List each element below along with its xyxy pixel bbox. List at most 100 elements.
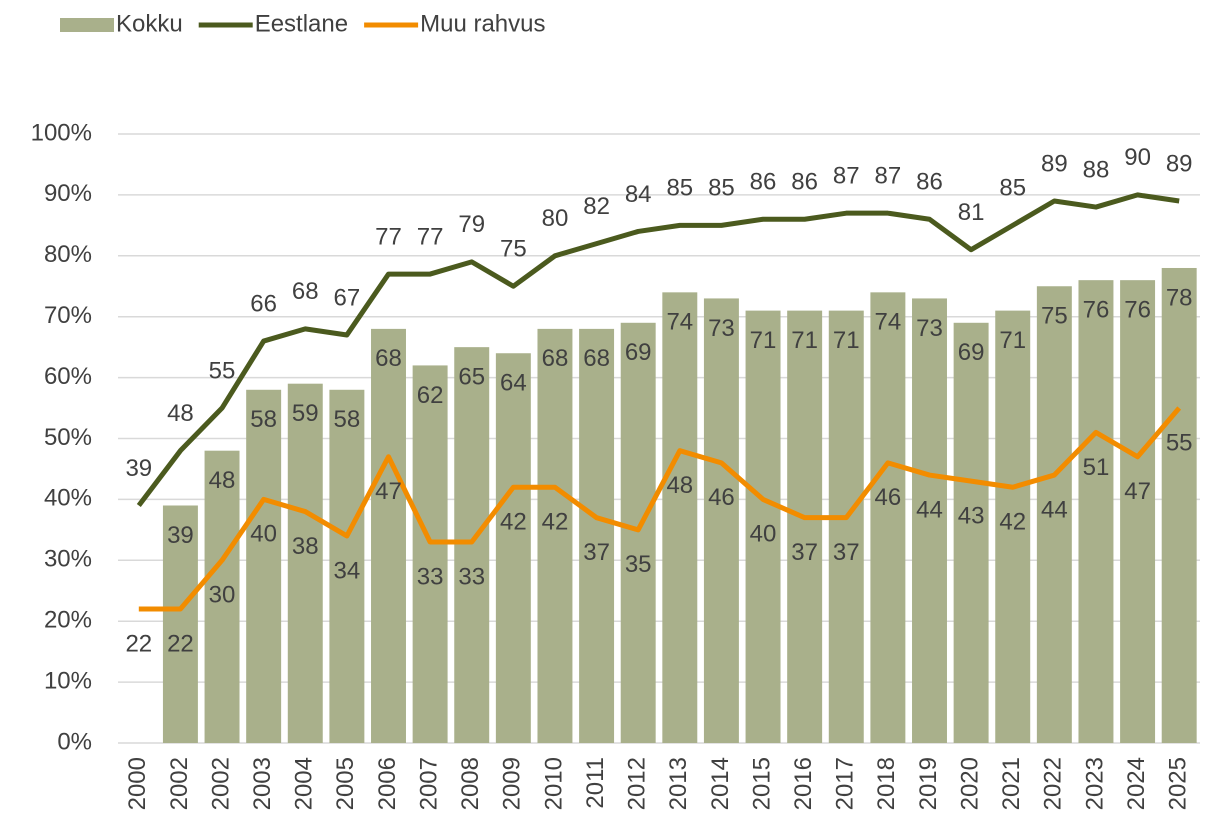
y-tick-label: 0% bbox=[57, 728, 92, 755]
x-tick-label: 2011 bbox=[582, 757, 609, 809]
x-tick-label: 2012 bbox=[624, 757, 651, 810]
x-tick-label: 2017 bbox=[832, 757, 859, 810]
data-label: 81 bbox=[958, 199, 985, 226]
legend-label: Kokku bbox=[116, 10, 183, 37]
data-label: 86 bbox=[916, 169, 943, 196]
data-label: 44 bbox=[1041, 496, 1068, 523]
bar bbox=[1120, 280, 1156, 743]
data-label: 48 bbox=[167, 400, 194, 427]
bar bbox=[870, 292, 906, 743]
y-tick-label: 50% bbox=[44, 424, 92, 451]
x-tick-label: 2025 bbox=[1165, 757, 1192, 810]
data-label: 68 bbox=[542, 345, 569, 372]
data-label: 76 bbox=[1083, 297, 1110, 324]
bar bbox=[662, 292, 698, 743]
data-label: 73 bbox=[708, 315, 735, 342]
y-tick-label: 100% bbox=[31, 119, 92, 146]
data-label: 42 bbox=[542, 509, 569, 536]
data-label: 62 bbox=[417, 382, 444, 409]
x-tick-label: 2003 bbox=[249, 757, 276, 810]
data-label: 71 bbox=[833, 327, 860, 354]
x-tick-label: 2007 bbox=[415, 757, 442, 810]
data-label: 43 bbox=[958, 502, 985, 529]
data-label: 76 bbox=[1124, 297, 1151, 324]
data-label: 46 bbox=[708, 484, 735, 511]
data-label: 55 bbox=[1166, 429, 1193, 456]
data-label: 75 bbox=[500, 236, 527, 263]
legend-swatch bbox=[60, 18, 114, 32]
data-label: 68 bbox=[292, 278, 319, 305]
legend-label: Eestlane bbox=[255, 10, 348, 37]
data-label: 82 bbox=[583, 193, 610, 220]
data-label: 38 bbox=[292, 533, 319, 560]
bar bbox=[1036, 286, 1072, 743]
data-label: 71 bbox=[791, 327, 818, 354]
data-label: 86 bbox=[750, 169, 777, 196]
data-label: 71 bbox=[750, 327, 777, 354]
bar bbox=[953, 322, 989, 743]
data-label: 69 bbox=[958, 339, 985, 366]
bar bbox=[371, 328, 406, 743]
x-tick-label: 2004 bbox=[291, 757, 318, 810]
data-label: 42 bbox=[500, 509, 527, 536]
data-label: 64 bbox=[500, 370, 527, 397]
data-label: 84 bbox=[625, 181, 652, 208]
data-label: 58 bbox=[250, 406, 277, 433]
data-label: 37 bbox=[791, 539, 818, 566]
y-tick-label: 30% bbox=[44, 546, 92, 573]
data-label: 40 bbox=[250, 521, 277, 548]
x-tick-label: 2022 bbox=[1040, 757, 1067, 810]
data-label: 69 bbox=[625, 339, 652, 366]
data-label: 71 bbox=[999, 327, 1026, 354]
line bbox=[136, 192, 1180, 508]
bar bbox=[1161, 267, 1197, 743]
data-label: 74 bbox=[666, 309, 693, 336]
data-label: 22 bbox=[167, 630, 194, 657]
data-label: 33 bbox=[458, 563, 485, 590]
bar bbox=[579, 328, 615, 743]
data-label: 66 bbox=[250, 290, 277, 317]
bar bbox=[287, 383, 323, 743]
y-tick-label: 80% bbox=[44, 241, 92, 268]
data-label: 77 bbox=[375, 223, 402, 250]
bar bbox=[787, 310, 823, 743]
y-tick-label: 40% bbox=[44, 485, 92, 512]
data-label: 39 bbox=[125, 455, 152, 482]
data-label: 68 bbox=[583, 345, 610, 372]
bar bbox=[703, 298, 739, 743]
data-label: 37 bbox=[833, 539, 860, 566]
data-label: 77 bbox=[417, 223, 444, 250]
bar bbox=[620, 322, 656, 743]
bar bbox=[412, 365, 448, 743]
x-tick-label: 2018 bbox=[873, 757, 900, 810]
data-label: 40 bbox=[750, 521, 777, 548]
data-label: 47 bbox=[1124, 478, 1151, 505]
data-label: 87 bbox=[875, 163, 902, 190]
x-tick-label: 2000 bbox=[124, 757, 151, 810]
x-tick-label: 2010 bbox=[540, 757, 567, 810]
data-label: 73 bbox=[916, 315, 943, 342]
bar bbox=[995, 310, 1031, 743]
data-label: 86 bbox=[791, 169, 818, 196]
x-tick-label: 2014 bbox=[707, 757, 734, 810]
x-tick-label: 2024 bbox=[1123, 757, 1150, 810]
data-label: 75 bbox=[1041, 303, 1068, 330]
bar bbox=[246, 389, 282, 743]
bar bbox=[329, 389, 365, 743]
data-label: 80 bbox=[542, 205, 569, 232]
data-label: 22 bbox=[125, 630, 152, 657]
bar bbox=[454, 347, 490, 743]
y-tick-label: 20% bbox=[44, 607, 92, 634]
x-tick-label: 2015 bbox=[748, 757, 775, 810]
data-label: 34 bbox=[334, 557, 361, 584]
data-label: 65 bbox=[458, 363, 485, 390]
data-label: 85 bbox=[666, 175, 693, 202]
bar bbox=[912, 298, 947, 743]
data-label: 55 bbox=[209, 357, 236, 384]
bar bbox=[537, 328, 573, 743]
bar bbox=[162, 505, 198, 743]
data-label: 59 bbox=[292, 400, 319, 427]
x-tick-label: 2009 bbox=[499, 757, 526, 810]
data-label: 68 bbox=[375, 345, 402, 372]
line bbox=[138, 406, 1182, 612]
